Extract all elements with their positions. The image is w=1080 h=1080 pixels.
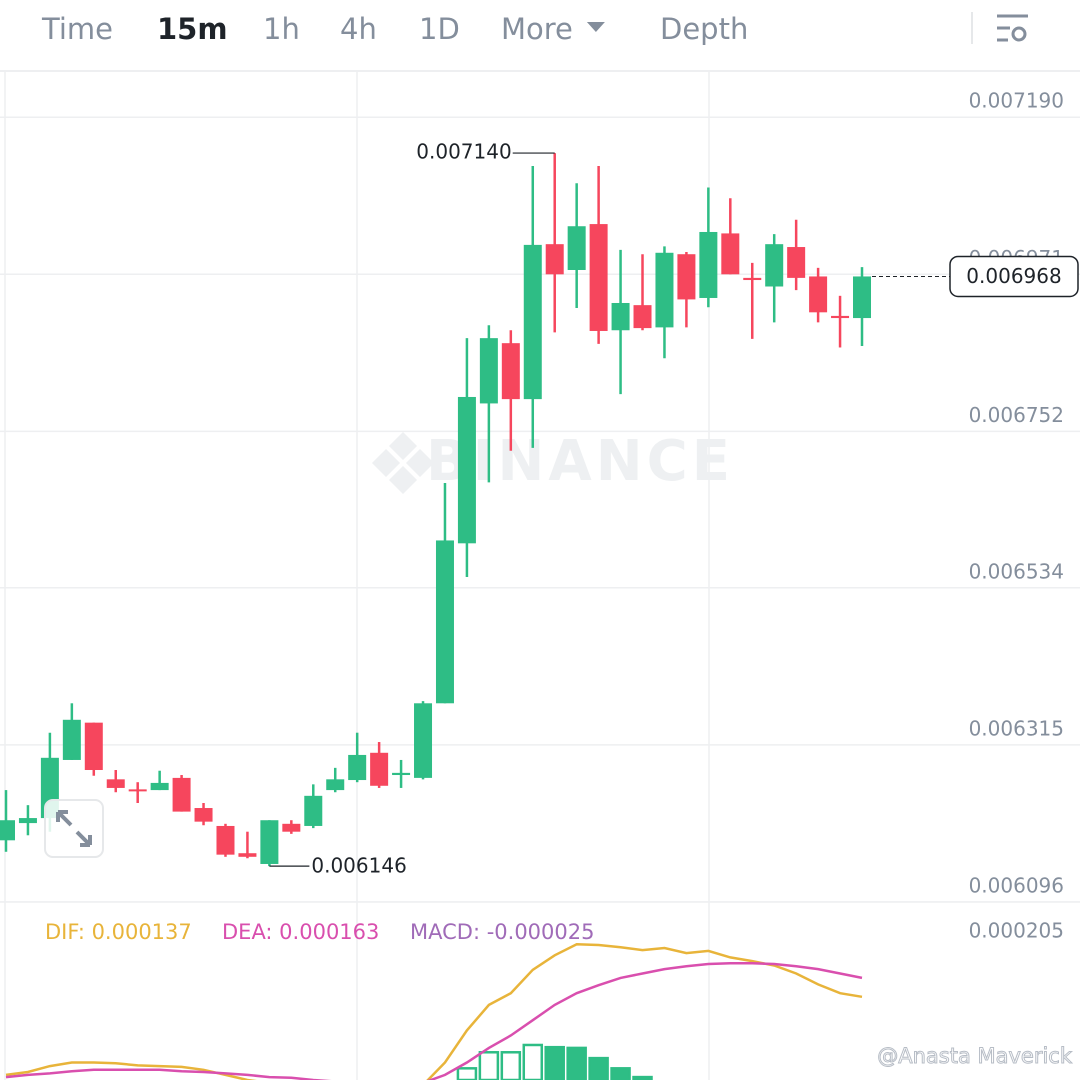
last-price-box (949, 255, 1079, 298)
dropdown-arrow[interactable] (586, 22, 605, 32)
candle-body (809, 276, 828, 313)
candle-body (282, 823, 301, 832)
candle-body (545, 244, 564, 275)
candle-body (304, 795, 323, 826)
settings-icon[interactable] (997, 14, 1028, 42)
watermark: BINANCE (426, 429, 734, 494)
candle-body (501, 343, 520, 400)
candle-body (743, 277, 762, 281)
high-label: 0.007140 (416, 140, 511, 164)
tab[interactable]: 15m (157, 12, 228, 46)
candle-body (479, 338, 498, 404)
candle-body (106, 779, 125, 788)
candle-body (721, 233, 740, 275)
y-tick-label: 0.006752 (969, 403, 1064, 427)
last-price-label: 0.006968 (966, 264, 1061, 288)
candle-body (150, 782, 169, 791)
tab[interactable]: 4h (340, 12, 377, 46)
binance-logo (372, 432, 434, 494)
candle-body (348, 754, 367, 781)
candle-body (414, 703, 433, 778)
macd-bar (566, 1046, 587, 1080)
candle-body (0, 820, 15, 841)
y-tick-label: 0.006096 (969, 874, 1064, 898)
candle-body (326, 779, 345, 791)
candle-body (655, 252, 674, 328)
candle-body (62, 719, 81, 760)
legend-entry: DEA: 0.000163 (222, 920, 379, 944)
candle-body (589, 224, 608, 331)
macd-bar (456, 1067, 478, 1080)
candle-body (260, 820, 279, 864)
legend-entry: DIF: 0.000137 (45, 920, 192, 944)
tab[interactable]: 1D (419, 12, 460, 46)
candle-body (523, 244, 542, 400)
candle-body (787, 247, 806, 278)
candle-body (84, 722, 103, 771)
macd-line (5, 943, 863, 1080)
low-label: 0.006146 (311, 854, 406, 878)
candle-body (194, 808, 213, 822)
candle-body (238, 853, 257, 857)
candle-body (567, 226, 586, 270)
candle-body (216, 825, 235, 855)
y-tick-label: 0.007190 (969, 89, 1064, 113)
candle-body (392, 772, 411, 776)
candle-body (128, 789, 147, 792)
fullscreen-button[interactable] (44, 799, 104, 858)
macd-bar (588, 1056, 609, 1080)
y-tick-label: 0.006315 (969, 716, 1064, 740)
candle-body (831, 315, 850, 319)
macd-line (5, 962, 863, 1080)
tab[interactable]: Time (41, 12, 113, 46)
macd-bar (610, 1067, 631, 1080)
candle-body (677, 254, 696, 300)
candle-body (853, 276, 871, 319)
tab[interactable]: Depth (660, 12, 748, 46)
tab[interactable]: More (501, 12, 573, 46)
macd-bar (500, 1051, 522, 1080)
candle-body (370, 752, 389, 786)
candle-body (172, 777, 191, 812)
macd-bar (522, 1043, 544, 1080)
candle-body (457, 396, 476, 544)
candle-body (765, 244, 784, 287)
candle-body (435, 540, 454, 704)
candle-body (633, 305, 652, 329)
y-tick-label: 0.006534 (969, 559, 1064, 583)
macd-bar (478, 1051, 500, 1080)
y-tick-label: 0.000205 (969, 919, 1064, 943)
macd-bar (544, 1045, 565, 1080)
tab[interactable]: 1h (263, 12, 300, 46)
candle-body (611, 302, 630, 331)
legend-entry: MACD: -0.000025 (410, 920, 594, 944)
candle-body (699, 231, 718, 298)
credit: @Anasta Maverick (877, 1044, 1073, 1068)
candle-body (18, 818, 37, 824)
